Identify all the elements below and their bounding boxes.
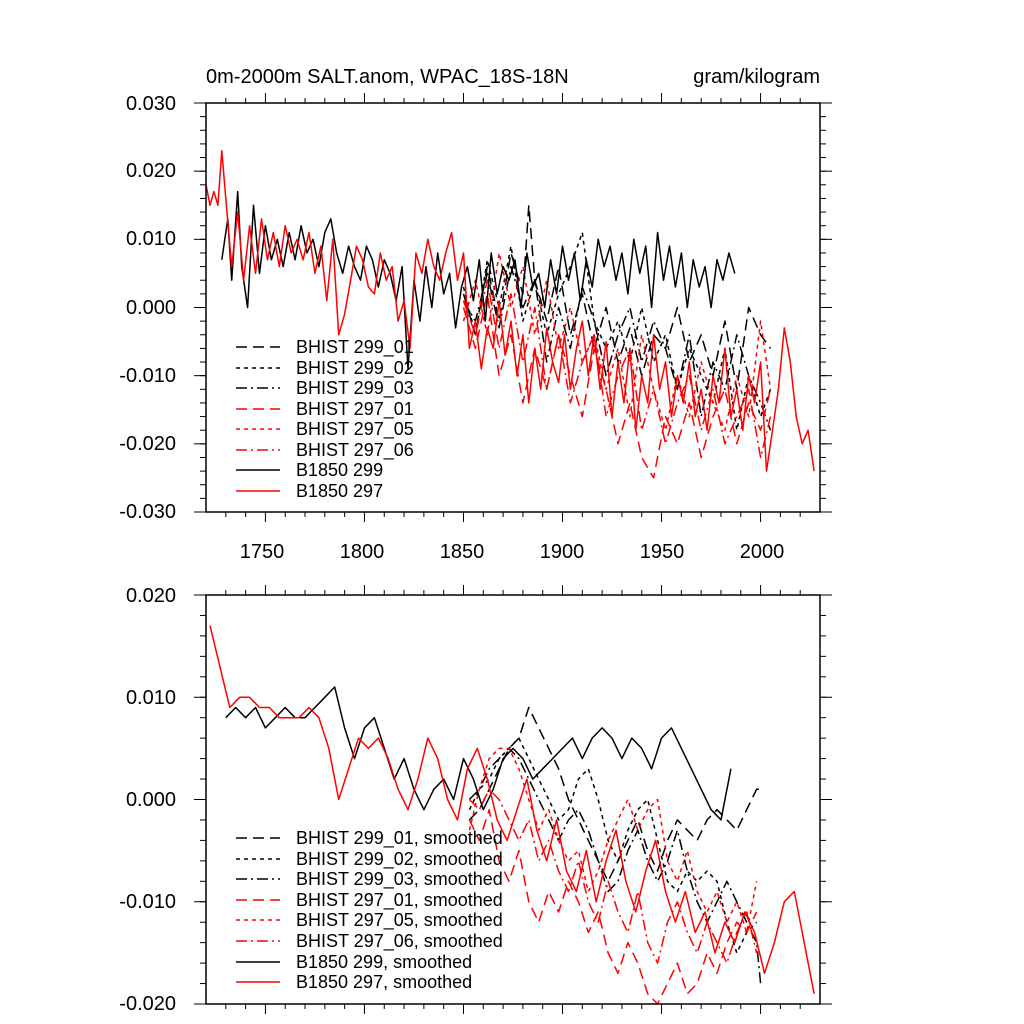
x-tick-labels: 1750 1800 1850 1900 1950 2000 <box>240 541 785 563</box>
legend-label: BHIST 299_03, smoothed <box>296 869 503 890</box>
x-tick-label: 1750 <box>240 541 285 563</box>
y-tick-label: -0.020 <box>119 433 176 455</box>
x-tick-label: 1950 <box>640 541 685 563</box>
legend: BHIST 299_01, smoothed BHIST 299_02, smo… <box>236 828 503 992</box>
legend-label: BHIST 297_06 <box>296 440 414 461</box>
y-tick-label: 0.000 <box>126 789 176 811</box>
legend-label: B1850 297 <box>296 481 383 501</box>
y-tick-label: -0.010 <box>119 891 176 913</box>
tick-marks <box>194 93 832 522</box>
y-tick-label: 0.010 <box>126 228 176 250</box>
series-line <box>225 686 732 821</box>
chart-panel-top: 0m-2000m SALT.anom, WPAC_18S-18N gram/ki… <box>119 66 832 563</box>
y-tick-labels: -0.030 -0.020 -0.010 0.000 0.010 0.020 0… <box>119 93 176 523</box>
y-tick-label: 0.000 <box>126 297 176 319</box>
series-line <box>468 788 758 964</box>
y-tick-label: 0.030 <box>126 93 176 115</box>
legend-label: BHIST 299_02 <box>296 358 414 379</box>
chart-units: gram/kilogram <box>693 66 820 88</box>
tick-marks <box>194 585 832 1014</box>
y-tick-label: -0.010 <box>119 365 176 387</box>
series-line <box>468 747 762 984</box>
series-line <box>468 747 758 934</box>
x-tick-label: 2000 <box>740 541 785 563</box>
legend-label: BHIST 299_01 <box>296 337 414 358</box>
y-tick-label: -0.030 <box>119 501 176 523</box>
legend-label: BHIST 299_03 <box>296 378 414 399</box>
series-line <box>468 737 758 954</box>
series-line <box>221 190 736 370</box>
legend-label: BHIST 299_01, smoothed <box>296 828 503 849</box>
legend-label: BHIST 297_01, smoothed <box>296 890 503 911</box>
chart-panel-bottom: -0.020 -0.010 0.000 0.010 0.020 BHIST 29… <box>119 585 832 1015</box>
series-line <box>462 279 772 459</box>
y-tick-label: 0.010 <box>126 687 176 709</box>
y-tick-label: 0.020 <box>126 160 176 182</box>
series-line <box>468 808 758 1004</box>
legend-label: B1850 299 <box>296 460 383 480</box>
legend-label: BHIST 297_06, smoothed <box>296 931 503 952</box>
y-tick-labels: -0.020 -0.010 0.000 0.010 0.020 <box>119 585 176 1015</box>
x-tick-label: 1900 <box>540 541 585 563</box>
legend-label: BHIST 297_01 <box>296 399 414 420</box>
legend-label: BHIST 299_02, smoothed <box>296 849 503 870</box>
legend-label: B1850 299, smoothed <box>296 952 472 972</box>
series-line <box>209 625 815 994</box>
x-tick-label: 1850 <box>440 541 485 563</box>
legend-label: BHIST 297_05, smoothed <box>296 910 503 931</box>
y-tick-label: -0.020 <box>119 993 176 1015</box>
series-layer <box>209 625 815 1004</box>
x-tick-label: 1800 <box>340 541 385 563</box>
legend: BHIST 299_01 BHIST 299_02 BHIST 299_03 B… <box>236 337 414 501</box>
legend-label: BHIST 297_05 <box>296 419 414 440</box>
chart-title: 0m-2000m SALT.anom, WPAC_18S-18N <box>206 66 569 88</box>
series-line <box>462 252 772 431</box>
series-layer <box>206 149 815 479</box>
legend-label: B1850 297, smoothed <box>296 972 472 992</box>
series-line <box>206 149 815 472</box>
y-tick-label: 0.020 <box>126 585 176 607</box>
